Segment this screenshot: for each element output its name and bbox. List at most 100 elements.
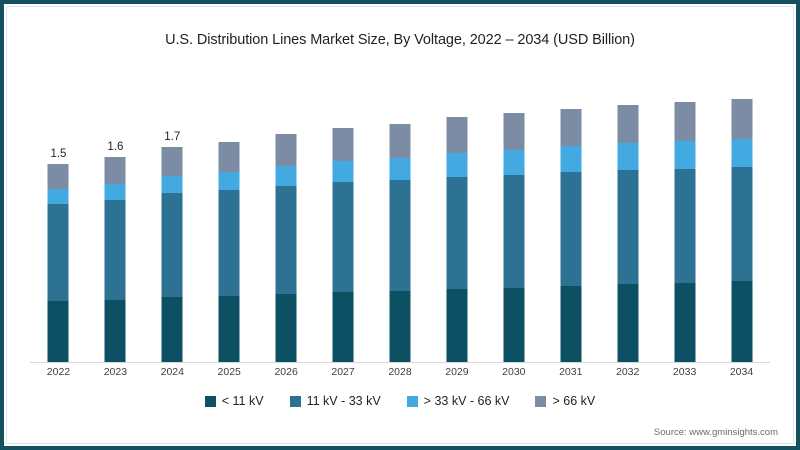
x-axis-baseline bbox=[30, 362, 770, 363]
bar-segment bbox=[104, 300, 126, 362]
legend-label: < 11 kV bbox=[221, 394, 264, 408]
bar-segment bbox=[389, 291, 411, 362]
plot-area: 1.5 1.6 1.7 bbox=[30, 70, 770, 363]
bar-value-label: 1.7 bbox=[164, 131, 181, 143]
stacked-bar[interactable] bbox=[446, 117, 468, 362]
stacked-bar[interactable] bbox=[332, 128, 354, 362]
legend-label: > 33 kV - 66 kV bbox=[423, 394, 510, 408]
stacked-bar[interactable] bbox=[560, 109, 582, 362]
x-tick-2026: 2026 bbox=[274, 366, 298, 378]
bar-slot bbox=[315, 70, 371, 362]
bar-segment bbox=[560, 286, 582, 362]
bar-segment bbox=[389, 180, 411, 291]
x-tick-2022: 2022 bbox=[46, 366, 71, 378]
bar-segment bbox=[617, 284, 639, 362]
bar-slot bbox=[429, 70, 485, 362]
bar-slot bbox=[657, 70, 713, 362]
bar-segment bbox=[218, 172, 240, 190]
bar-segment bbox=[104, 200, 126, 300]
legend-item-2[interactable]: > 33 kV - 66 kV bbox=[406, 394, 510, 408]
bar-segment bbox=[446, 117, 468, 153]
legend-swatch-icon bbox=[406, 395, 418, 407]
bar-segment bbox=[389, 158, 411, 180]
x-tick-2025: 2025 bbox=[217, 366, 241, 378]
bar-segment bbox=[674, 283, 696, 362]
legend-label: > 66 kV bbox=[552, 394, 596, 408]
source-attribution: Source: www.gminsights.com bbox=[653, 427, 778, 438]
bar-value-label: 1.6 bbox=[107, 141, 124, 153]
bar-segment bbox=[218, 296, 240, 362]
bar-slot bbox=[714, 70, 770, 362]
bar-segment bbox=[275, 166, 297, 186]
bar-slot: 1.7 bbox=[144, 70, 200, 362]
bar-segment bbox=[161, 297, 183, 362]
stacked-bar[interactable] bbox=[617, 105, 639, 362]
x-axis-tick-labels: 2022 2023 2024 2025 2026 2027 2028 2029 2030 2031… bbox=[30, 366, 770, 384]
x-tick-2032: 2032 bbox=[616, 366, 640, 378]
bar-segment bbox=[47, 189, 69, 204]
bar-segment bbox=[104, 157, 126, 184]
bar-segment bbox=[275, 186, 297, 294]
legend-item-0[interactable]: < 11 kV bbox=[204, 394, 264, 408]
stacked-bar[interactable] bbox=[389, 124, 411, 362]
bar-segment bbox=[161, 176, 183, 193]
bar-slot: 1.6 bbox=[87, 70, 143, 362]
x-tick-2023: 2023 bbox=[103, 366, 128, 378]
stacked-bar[interactable] bbox=[47, 164, 69, 362]
legend-swatch-icon bbox=[204, 395, 216, 407]
bar-segment bbox=[275, 134, 297, 166]
x-tick-2030: 2030 bbox=[502, 366, 526, 378]
bar-segment bbox=[47, 301, 69, 362]
bar-segment bbox=[503, 150, 525, 175]
chart-title: U.S. Distribution Lines Market Size, By … bbox=[165, 32, 635, 48]
bar-segment bbox=[104, 184, 126, 200]
bar-segment bbox=[617, 105, 639, 143]
legend-label: 11 kV - 33 kV bbox=[306, 394, 381, 408]
bar-segment bbox=[332, 182, 354, 292]
bar-segment bbox=[332, 128, 354, 161]
x-tick-2027: 2027 bbox=[331, 366, 355, 378]
bar-segment bbox=[503, 175, 525, 288]
stacked-bar[interactable] bbox=[674, 102, 696, 362]
bar-segment bbox=[161, 147, 183, 176]
x-tick-2033: 2033 bbox=[672, 366, 697, 378]
bar-segment bbox=[674, 102, 696, 141]
bar-segment bbox=[446, 289, 468, 362]
legend-item-3[interactable]: > 66 kV bbox=[535, 394, 595, 408]
stacked-bar[interactable] bbox=[275, 134, 297, 362]
stacked-bar[interactable] bbox=[104, 157, 126, 362]
legend-swatch-icon bbox=[289, 395, 301, 407]
bar-segment bbox=[446, 177, 468, 289]
bar-segment bbox=[674, 141, 696, 169]
legend-item-1[interactable]: 11 kV - 33 kV bbox=[289, 394, 381, 408]
bar-segment bbox=[446, 153, 468, 177]
bar-slot: 1.5 bbox=[30, 70, 86, 362]
bar-segment bbox=[731, 99, 753, 139]
stacked-bar[interactable] bbox=[731, 99, 753, 362]
x-tick-2024: 2024 bbox=[160, 366, 184, 378]
bar-segment bbox=[503, 288, 525, 362]
bar-slot bbox=[543, 70, 599, 362]
bars-container: 1.5 1.6 1.7 bbox=[30, 70, 770, 362]
stacked-bar[interactable] bbox=[503, 113, 525, 362]
bar-slot bbox=[258, 70, 314, 362]
x-tick-2029: 2029 bbox=[445, 366, 469, 378]
bar-segment bbox=[218, 142, 240, 172]
bar-segment bbox=[218, 190, 240, 296]
bar-segment bbox=[617, 143, 639, 170]
bar-segment bbox=[560, 109, 582, 146]
bar-segment bbox=[332, 292, 354, 362]
bar-segment bbox=[503, 113, 525, 150]
bar-segment bbox=[47, 204, 69, 301]
bar-slot bbox=[486, 70, 542, 362]
bar-segment bbox=[560, 172, 582, 286]
legend-swatch-icon bbox=[535, 395, 547, 407]
bar-segment bbox=[617, 170, 639, 284]
stacked-bar[interactable] bbox=[218, 142, 240, 362]
bar-segment bbox=[731, 167, 753, 281]
x-tick-2028: 2028 bbox=[388, 366, 412, 378]
chart-legend: < 11 kV 11 kV - 33 kV > 33 kV - 66 kV > 66 … bbox=[0, 394, 800, 408]
stacked-bar[interactable] bbox=[161, 147, 183, 362]
x-tick-2031: 2031 bbox=[559, 366, 583, 378]
